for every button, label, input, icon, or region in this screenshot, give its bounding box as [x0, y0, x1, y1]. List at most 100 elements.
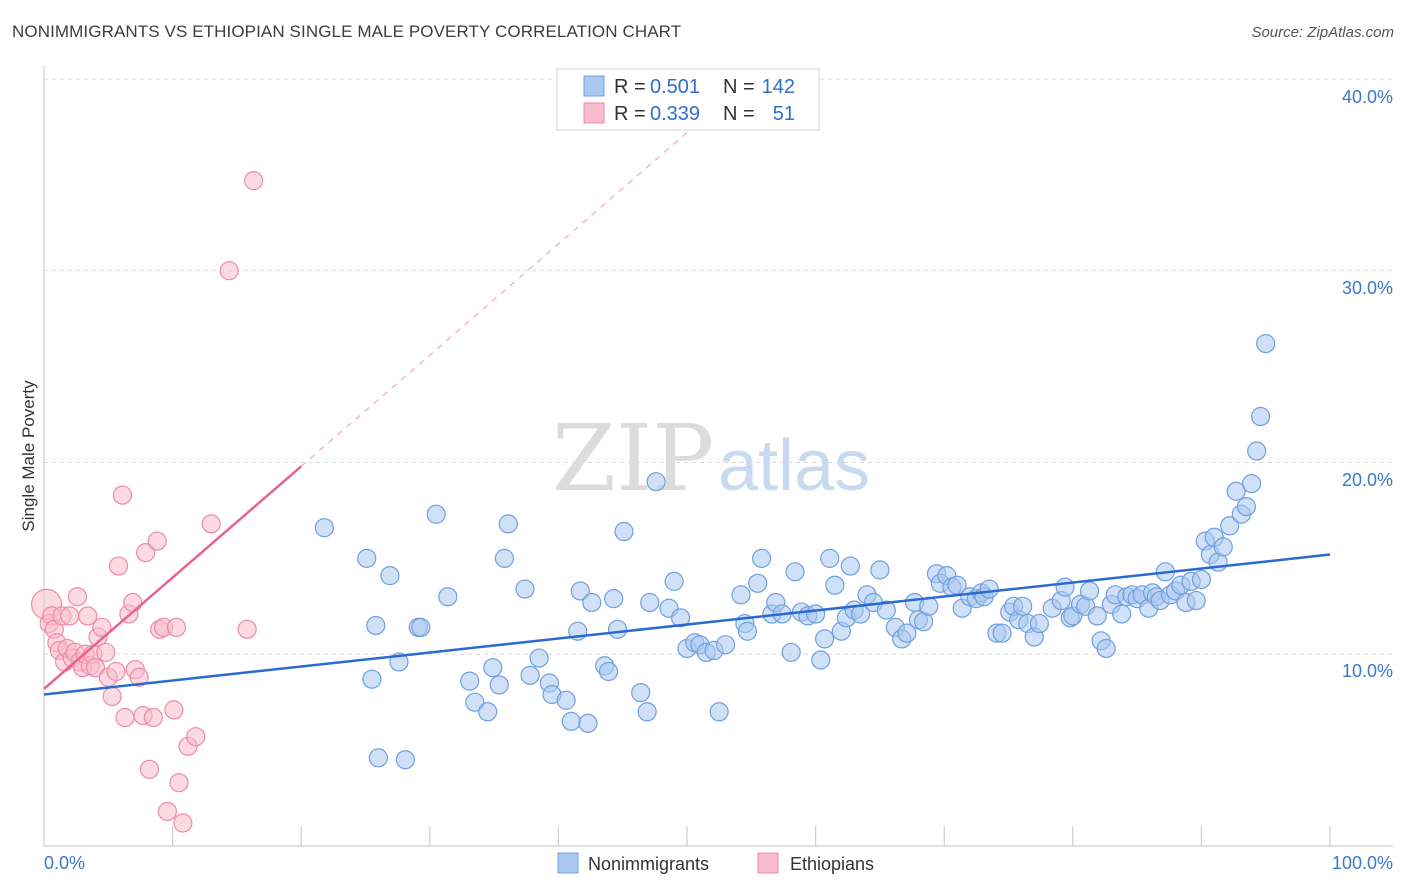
ethiopians-point [115, 707, 135, 728]
x-tick-label-100: 100.0% [1332, 853, 1393, 873]
nonimmigrants-point [1087, 606, 1107, 626]
nonimmigrants-point [637, 702, 657, 722]
legend-r-label-ethiopians: R = [614, 103, 646, 125]
nonimmigrants-point [1055, 577, 1075, 597]
nonimmigrants-point [1220, 516, 1240, 536]
ethiopians-point [244, 171, 264, 191]
legend-swatch-ethiopians [583, 102, 605, 124]
legend-n-value-ethiopians: 51 [773, 103, 795, 125]
watermark: ZIP atlas [552, 405, 870, 512]
nonimmigrants-point [598, 661, 619, 682]
nonimmigrants-point [426, 504, 446, 524]
ethiopians-point [219, 261, 239, 281]
nonimmigrants-point [1213, 537, 1233, 557]
ethiopians-point [164, 700, 184, 720]
source-label: Source: ZipAtlas.com [1251, 24, 1394, 41]
nonimmigrants-point [1250, 406, 1271, 427]
nonimmigrants-point [314, 518, 334, 538]
bottom-legend-label-nonimmigrants: Nonimmigrants [588, 854, 709, 874]
nonimmigrants-point [805, 604, 826, 624]
legend-n-label-ethiopians: N = [723, 103, 755, 125]
ethiopians-trend-extension [300, 132, 688, 467]
ethiopians-point [92, 617, 112, 638]
nonimmigrants-point [465, 692, 485, 712]
nonimmigrants-point [561, 711, 581, 731]
nonimmigrants-point [785, 562, 805, 582]
ethiopians-point [96, 642, 116, 662]
nonimmigrants-point [876, 600, 896, 620]
ethiopians-point [186, 727, 206, 747]
ethiopians-point [169, 773, 189, 793]
axes [43, 66, 1393, 847]
nonimmigrants-point [781, 642, 801, 662]
legend-n-value-nonimmigrants: 142 [762, 76, 795, 98]
legend-n-label-nonimmigrants: N = [723, 76, 755, 98]
ethiopians-point [67, 587, 88, 607]
y-tick-label-40: 40.0% [1342, 87, 1393, 107]
nonimmigrants-point [731, 585, 751, 605]
nonimmigrants-point [1079, 581, 1100, 601]
nonimmigrants-points [314, 334, 1276, 770]
y-tick-label-10: 10.0% [1342, 661, 1393, 681]
legend-r-value-nonimmigrants: 0.501 [650, 76, 700, 98]
nonimmigrants-point [357, 548, 377, 568]
nonimmigrants-point [1241, 473, 1262, 494]
nonimmigrants-point [815, 629, 835, 649]
ethiopians-point [139, 759, 160, 779]
nonimmigrants-point [737, 621, 758, 641]
nonimmigrants-point [578, 713, 598, 733]
nonimmigrants-point [670, 608, 691, 628]
nonimmigrants-point [489, 675, 509, 695]
nonimmigrants-point [715, 635, 736, 655]
nonimmigrants-point [1096, 638, 1116, 659]
x-tick-label-0: 0.0% [44, 853, 85, 873]
ethiopians-point [173, 813, 193, 833]
chart-title: NONIMMIGRANTS VS ETHIOPIAN SINGLE MALE P… [12, 22, 682, 41]
nonimmigrants-point [631, 682, 651, 703]
ethiopians-point [112, 485, 133, 505]
y-axis-label: Single Male Poverty [19, 380, 38, 532]
ethiopians-point [85, 658, 106, 678]
bottom-legend-swatch-ethiopians [757, 852, 779, 874]
nonimmigrants-point [368, 748, 388, 768]
legend-swatch-nonimmigrants [583, 75, 605, 97]
nonimmigrants-point [840, 556, 860, 576]
nonimmigrants-point [460, 671, 480, 691]
y-tick-labels: 10.0% 20.0% 30.0% 40.0% [1342, 87, 1393, 681]
nonimmigrants-point [1013, 596, 1033, 616]
ethiopians-point [135, 543, 156, 563]
nonimmigrants-point [494, 548, 514, 568]
nonimmigrants-trend-line [43, 553, 1331, 696]
ethiopians-point [143, 707, 163, 728]
nonimmigrants-point [515, 579, 535, 599]
nonimmigrants-point [1236, 497, 1257, 517]
nonimmigrants-point [820, 548, 840, 568]
legend-r-value-ethiopians: 0.339 [650, 103, 700, 125]
ethiopians-points [30, 171, 264, 833]
nonimmigrants-point [380, 566, 400, 586]
nonimmigrants-point [520, 665, 540, 685]
nonimmigrants-point [366, 615, 386, 636]
stats-legend: R = 0.501 N = 142 R = 0.339 N = 51 [556, 68, 820, 131]
nonimmigrants-point [640, 592, 660, 613]
nonimmigrants-point [646, 472, 666, 492]
nonimmigrants-point [395, 750, 415, 770]
nonimmigrants-point [811, 650, 831, 670]
ethiopians-point [60, 606, 80, 626]
bottom-legend-label-ethiopians: Ethiopians [790, 854, 874, 874]
nonimmigrants-point [362, 669, 382, 689]
nonimmigrants-point [607, 619, 628, 639]
nonimmigrants-point [483, 658, 503, 678]
nonimmigrants-point [825, 575, 845, 595]
ethiopians-point [129, 667, 149, 687]
nonimmigrants-point [1256, 334, 1276, 354]
series-legend: Nonimmigrants Ethiopians [557, 852, 874, 874]
nonimmigrants-point [604, 589, 624, 609]
ethiopians-point [237, 619, 257, 639]
ethiopians-point [157, 801, 178, 822]
nonimmigrants-point [1029, 613, 1049, 634]
nonimmigrants-point [1186, 590, 1206, 611]
ethiopians-point [147, 531, 167, 551]
ethiopians-point [78, 606, 98, 626]
